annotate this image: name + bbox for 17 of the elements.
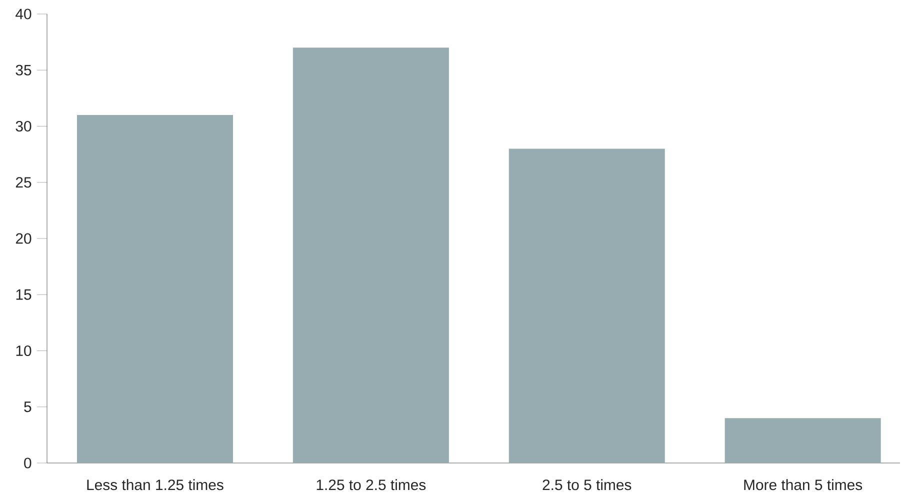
- y-tick-label: 5: [24, 402, 32, 412]
- y-tick-label: 15: [16, 289, 32, 300]
- x-tick-label: Less than 1.25 times: [87, 479, 224, 490]
- x-tick-label: More than 5 times: [744, 479, 862, 490]
- y-tick-label: 10: [16, 345, 32, 356]
- y-tick-label: 40: [16, 8, 32, 20]
- y-tick-label: 20: [16, 233, 32, 244]
- bar: [292, 48, 449, 463]
- bar: [76, 115, 233, 463]
- x-tick-label: 2.5 to 5 times: [542, 479, 632, 490]
- y-tick-label: 35: [16, 64, 32, 76]
- y-tick-label: 0: [24, 458, 32, 468]
- bar: [724, 418, 881, 463]
- x-tick-label: 1.25 to 2.5 times: [316, 479, 426, 490]
- y-tick-label: 25: [16, 177, 32, 188]
- y-tick-label: 30: [16, 120, 32, 132]
- bar: [508, 148, 665, 463]
